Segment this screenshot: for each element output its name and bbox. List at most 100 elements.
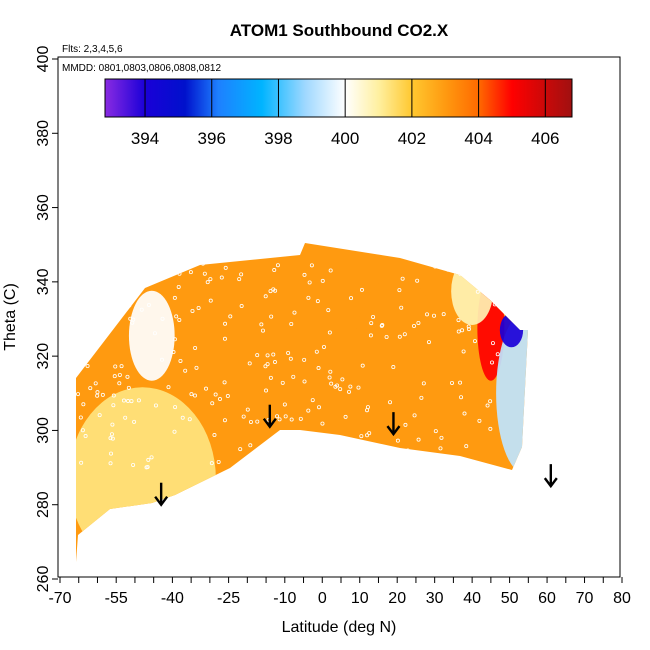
sample-point xyxy=(309,263,314,268)
sample-point xyxy=(245,407,250,412)
sample-point xyxy=(272,268,277,273)
sample-point xyxy=(209,461,214,466)
sample-point xyxy=(205,280,210,285)
sample-point xyxy=(208,298,213,303)
sample-point xyxy=(109,432,114,437)
sample-point xyxy=(125,374,130,379)
sample-point xyxy=(219,275,224,280)
sample-point xyxy=(464,444,469,449)
sample-point xyxy=(264,447,269,452)
sample-point xyxy=(489,360,494,365)
sample-point xyxy=(320,421,325,426)
sample-point xyxy=(475,289,480,294)
sample-point xyxy=(402,332,407,337)
sample-point xyxy=(178,358,183,363)
sample-point xyxy=(456,329,461,334)
sample-point xyxy=(80,428,85,433)
sample-point xyxy=(225,394,230,399)
sample-point xyxy=(85,350,90,355)
sample-point xyxy=(213,392,218,397)
colorbar-tick-label: 402 xyxy=(398,129,426,148)
sample-point xyxy=(338,441,343,446)
x-axis-label: Latitude (deg N) xyxy=(282,619,397,636)
x-tick-label: 70 xyxy=(576,590,594,607)
x-tick-label: 30 xyxy=(426,590,444,607)
sample-point xyxy=(111,263,116,268)
sample-point xyxy=(223,321,228,326)
sample-point xyxy=(149,455,154,460)
sample-point xyxy=(344,447,349,452)
y-tick-label: 360 xyxy=(35,194,52,221)
sample-point xyxy=(490,341,495,346)
sample-point xyxy=(146,302,151,307)
sample-point xyxy=(171,350,176,355)
x-tick-label: -10 xyxy=(273,590,296,607)
x-tick-label: 80 xyxy=(613,590,631,607)
sample-point xyxy=(111,403,116,408)
tropopause-arrows xyxy=(154,404,558,507)
sample-point xyxy=(95,393,100,398)
sample-point xyxy=(83,434,88,439)
sample-point xyxy=(272,360,277,365)
sample-point xyxy=(368,333,373,338)
sample-point xyxy=(187,417,192,422)
tropopause-arrow xyxy=(386,412,401,437)
sample-point xyxy=(222,336,227,341)
sample-point xyxy=(99,314,104,319)
sample-point xyxy=(400,276,405,281)
y-axis: 260 280 300 320 340 360 380 400 xyxy=(35,46,58,592)
sample-point xyxy=(88,386,93,391)
sample-point xyxy=(127,303,132,308)
sample-point xyxy=(313,460,318,465)
sample-point xyxy=(397,288,402,293)
x-tick-label: 10 xyxy=(351,590,369,607)
sample-point xyxy=(265,362,270,367)
field-region-south-cap xyxy=(451,257,494,325)
colorbar-tick-label: 394 xyxy=(131,129,159,148)
sample-point xyxy=(269,314,274,319)
sample-point xyxy=(365,433,370,438)
sample-point xyxy=(110,436,115,441)
sample-point xyxy=(438,446,443,451)
sample-point xyxy=(460,328,465,333)
sample-point xyxy=(289,322,294,327)
sample-point xyxy=(76,311,81,316)
sample-point xyxy=(212,433,217,438)
sample-point xyxy=(317,405,322,410)
sample-point xyxy=(412,323,417,328)
sample-point xyxy=(340,452,345,457)
sample-point xyxy=(419,395,424,400)
x-tick-label: 50 xyxy=(501,590,519,607)
sample-point xyxy=(321,344,326,349)
x-tick-label: -70 xyxy=(48,590,71,607)
sample-point xyxy=(147,264,152,269)
sample-point xyxy=(188,270,193,275)
sample-point xyxy=(286,446,291,451)
sample-point xyxy=(275,414,280,419)
sample-point xyxy=(395,438,400,443)
sample-point xyxy=(204,386,209,391)
x-tick-label: -40 xyxy=(161,590,184,607)
sample-point xyxy=(217,397,222,402)
sample-point xyxy=(421,381,426,386)
x-tick-label: 40 xyxy=(463,590,481,607)
sample-point xyxy=(248,443,253,448)
sample-point xyxy=(131,462,136,467)
sample-point xyxy=(292,310,297,315)
sample-point xyxy=(314,349,319,354)
sample-point xyxy=(488,426,493,431)
sample-point xyxy=(117,372,122,377)
sample-point xyxy=(391,365,396,370)
sample-point xyxy=(365,405,370,410)
sample-point xyxy=(159,357,164,362)
sample-point xyxy=(371,314,376,319)
sample-point xyxy=(76,265,79,270)
sample-point xyxy=(222,380,227,385)
sample-point xyxy=(152,331,157,336)
sample-point xyxy=(239,304,244,309)
sample-point xyxy=(449,380,454,385)
sample-point xyxy=(306,295,311,300)
sample-point xyxy=(288,356,293,361)
sample-point xyxy=(433,429,438,434)
sample-point xyxy=(425,312,430,317)
